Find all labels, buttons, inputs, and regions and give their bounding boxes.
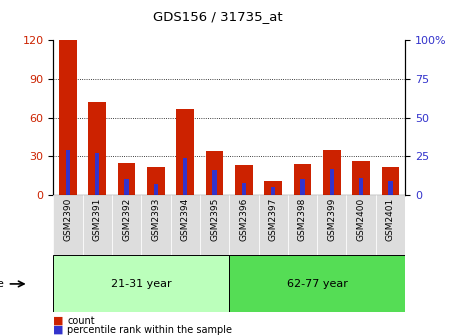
Bar [323,150,341,195]
Bar [264,181,282,195]
Bar [95,153,100,195]
Bar [206,151,223,195]
Text: GSM2397: GSM2397 [269,198,278,241]
Bar [376,195,405,255]
Bar [183,158,188,195]
Bar [59,40,77,195]
Bar [53,255,229,312]
Text: ■: ■ [53,316,64,326]
Bar [147,167,165,195]
Text: GSM2391: GSM2391 [93,198,102,241]
Bar [229,195,258,255]
Bar [300,179,305,195]
Text: GSM2392: GSM2392 [122,198,131,241]
Bar [141,195,170,255]
Bar [294,164,311,195]
Bar [388,181,393,195]
Bar [53,195,82,255]
Text: 21-31 year: 21-31 year [111,279,171,289]
Bar [330,169,334,195]
Bar [288,195,317,255]
Bar [258,195,288,255]
Text: GSM2398: GSM2398 [298,198,307,241]
Text: GSM2393: GSM2393 [151,198,160,241]
Text: age: age [0,279,4,289]
Text: GSM2395: GSM2395 [210,198,219,241]
Bar [170,195,200,255]
Text: GSM2394: GSM2394 [181,198,190,241]
Text: GDS156 / 31735_at: GDS156 / 31735_at [153,10,282,24]
Text: GSM2401: GSM2401 [386,198,395,241]
Bar [118,163,135,195]
Text: GSM2396: GSM2396 [239,198,248,241]
Bar [235,165,253,195]
Bar [213,170,217,195]
Bar [271,187,275,195]
Bar [88,102,106,195]
Text: ■: ■ [53,325,64,335]
Text: 62-77 year: 62-77 year [287,279,348,289]
Text: GSM2400: GSM2400 [357,198,366,241]
Text: percentile rank within the sample: percentile rank within the sample [67,325,232,335]
Text: GSM2399: GSM2399 [327,198,336,241]
Bar [82,195,112,255]
Bar [66,150,70,195]
Bar [200,195,229,255]
Bar [359,178,363,195]
Bar [242,182,246,195]
Bar [125,179,129,195]
Bar [229,255,405,312]
Text: GSM2390: GSM2390 [63,198,72,241]
Bar [176,109,194,195]
Bar [346,195,376,255]
Text: count: count [67,316,95,326]
Bar [352,161,370,195]
Bar [154,184,158,195]
Bar [382,167,399,195]
Bar [317,195,346,255]
Bar [112,195,141,255]
